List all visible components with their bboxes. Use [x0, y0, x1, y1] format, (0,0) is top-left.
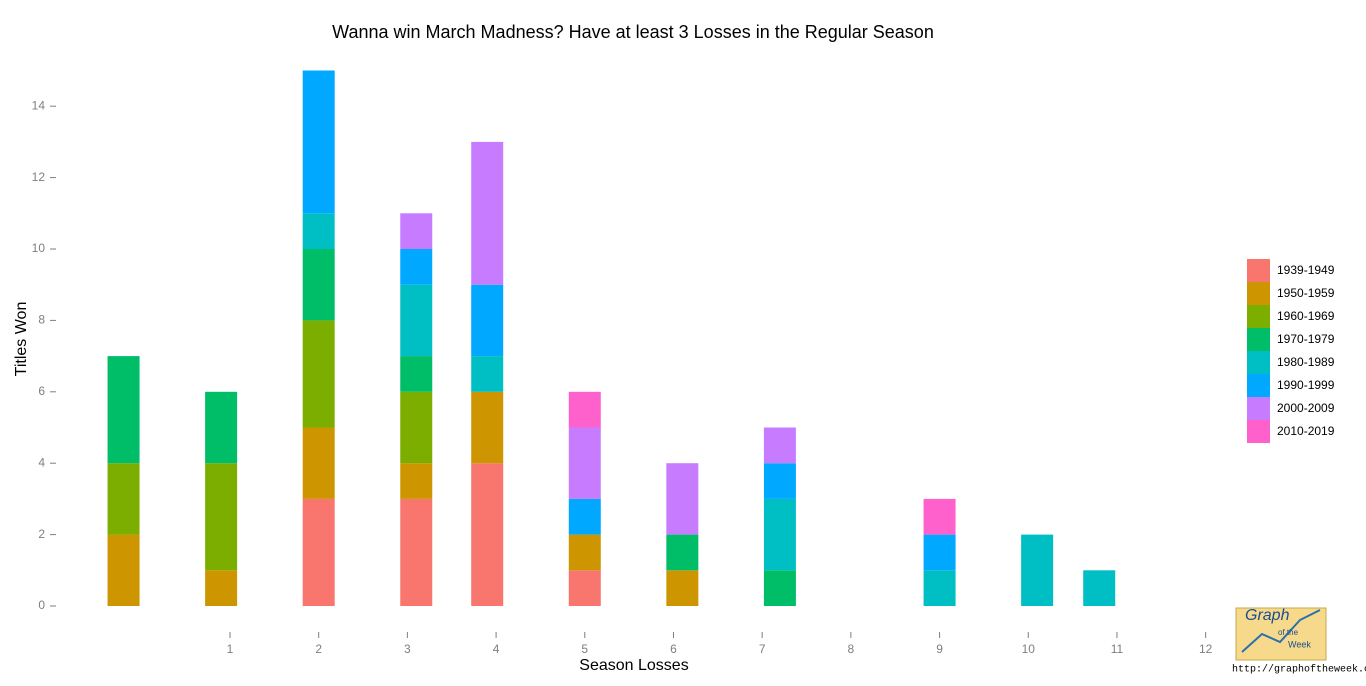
x-tick-label: 10: [1022, 642, 1036, 656]
y-tick-label: 12: [32, 170, 46, 184]
bar-segment: [763, 570, 796, 606]
bar-segment: [471, 356, 504, 392]
legend-label: 1939-1949: [1277, 263, 1335, 277]
chart-title: Wanna win March Madness? Have at least 3…: [332, 22, 934, 42]
bar-segment: [400, 356, 433, 392]
y-tick-label: 14: [32, 98, 46, 112]
bar-segment: [400, 284, 433, 357]
x-tick-label: 3: [404, 642, 411, 656]
logo-sub: Week: [1288, 639, 1311, 649]
bar-segment: [400, 463, 433, 499]
bar-segment: [107, 463, 140, 535]
y-tick-label: 6: [38, 384, 45, 398]
bar-segment: [923, 534, 956, 571]
x-tick-label: 5: [581, 642, 588, 656]
y-tick-label: 8: [38, 313, 45, 327]
bar-segment: [107, 356, 140, 464]
bar-segment: [302, 249, 335, 321]
legend-swatch: [1247, 305, 1270, 328]
x-tick-label: 4: [493, 642, 500, 656]
bar-segment: [568, 427, 601, 499]
bar-segment: [400, 391, 433, 464]
y-tick-label: 2: [38, 527, 45, 541]
bar-segment: [205, 391, 238, 464]
bar-segment: [205, 570, 238, 606]
bar-segment: [471, 463, 504, 606]
legend-swatch: [1247, 397, 1270, 420]
x-tick-label: 6: [670, 642, 677, 656]
logo-url: http://graphoftheweek.org/: [1232, 664, 1366, 676]
x-tick-label: 1: [227, 642, 234, 656]
logo-title: Graph: [1245, 607, 1290, 624]
legend-swatch: [1247, 282, 1270, 305]
bar-segment: [666, 534, 699, 571]
x-tick-label: 2: [315, 642, 322, 656]
bar-segment: [400, 498, 433, 606]
bar-segment: [107, 534, 140, 606]
legend-swatch: [1247, 259, 1270, 282]
y-tick-label: 4: [38, 455, 45, 469]
legend-swatch: [1247, 328, 1270, 351]
bar-segment: [568, 391, 601, 428]
x-tick-label: 7: [759, 642, 766, 656]
bar-segment: [763, 463, 796, 499]
bar-segment: [923, 498, 956, 535]
logo-sub: of the: [1278, 628, 1299, 637]
legend-swatch: [1247, 374, 1270, 397]
bar-segment: [666, 463, 699, 535]
bar-segment: [568, 534, 601, 571]
legend-label: 1980-1989: [1277, 355, 1335, 369]
bar-segment: [666, 570, 699, 606]
bar-segment: [763, 498, 796, 571]
bar-segment: [1083, 570, 1116, 606]
x-tick-label: 11: [1111, 642, 1124, 656]
y-tick-label: 10: [32, 241, 46, 255]
legend-label: 1990-1999: [1277, 378, 1335, 392]
bar-segment: [205, 463, 238, 571]
bar-segment: [471, 391, 504, 464]
legend-label: 2010-2019: [1277, 424, 1335, 438]
x-tick-label: 9: [936, 642, 943, 656]
x-axis-title: Season Losses: [579, 657, 688, 674]
logo-box: [1235, 607, 1327, 661]
bar-segment: [302, 320, 335, 428]
bar-segment: [763, 427, 796, 464]
bar-segment: [302, 427, 335, 499]
y-axis-title: Titles Won: [13, 302, 30, 377]
x-tick-label: 8: [848, 642, 855, 656]
x-tick-label: 12: [1199, 642, 1213, 656]
bar-segment: [302, 498, 335, 606]
bar-segment: [568, 498, 601, 535]
bar-segment: [923, 570, 956, 606]
legend-label: 1970-1979: [1277, 332, 1335, 346]
legend-label: 1960-1969: [1277, 309, 1335, 323]
bar-segment: [1021, 534, 1054, 606]
bar-segment: [471, 141, 504, 285]
logo: Graph of the Week http://graphoftheweek.…: [1232, 607, 1366, 675]
legend-swatch: [1247, 420, 1270, 443]
bar-segment: [302, 213, 335, 249]
logo-line: [1241, 609, 1321, 653]
bar-segment: [568, 570, 601, 606]
bar-segment: [400, 213, 433, 249]
legend-label: 2000-2009: [1277, 401, 1335, 415]
bar-segment: [302, 70, 335, 214]
bar-segment: [400, 249, 433, 285]
bar-segment: [471, 284, 504, 357]
legend-label: 1950-1959: [1277, 286, 1335, 300]
y-tick-label: 0: [38, 598, 45, 612]
legend-swatch: [1247, 351, 1270, 374]
